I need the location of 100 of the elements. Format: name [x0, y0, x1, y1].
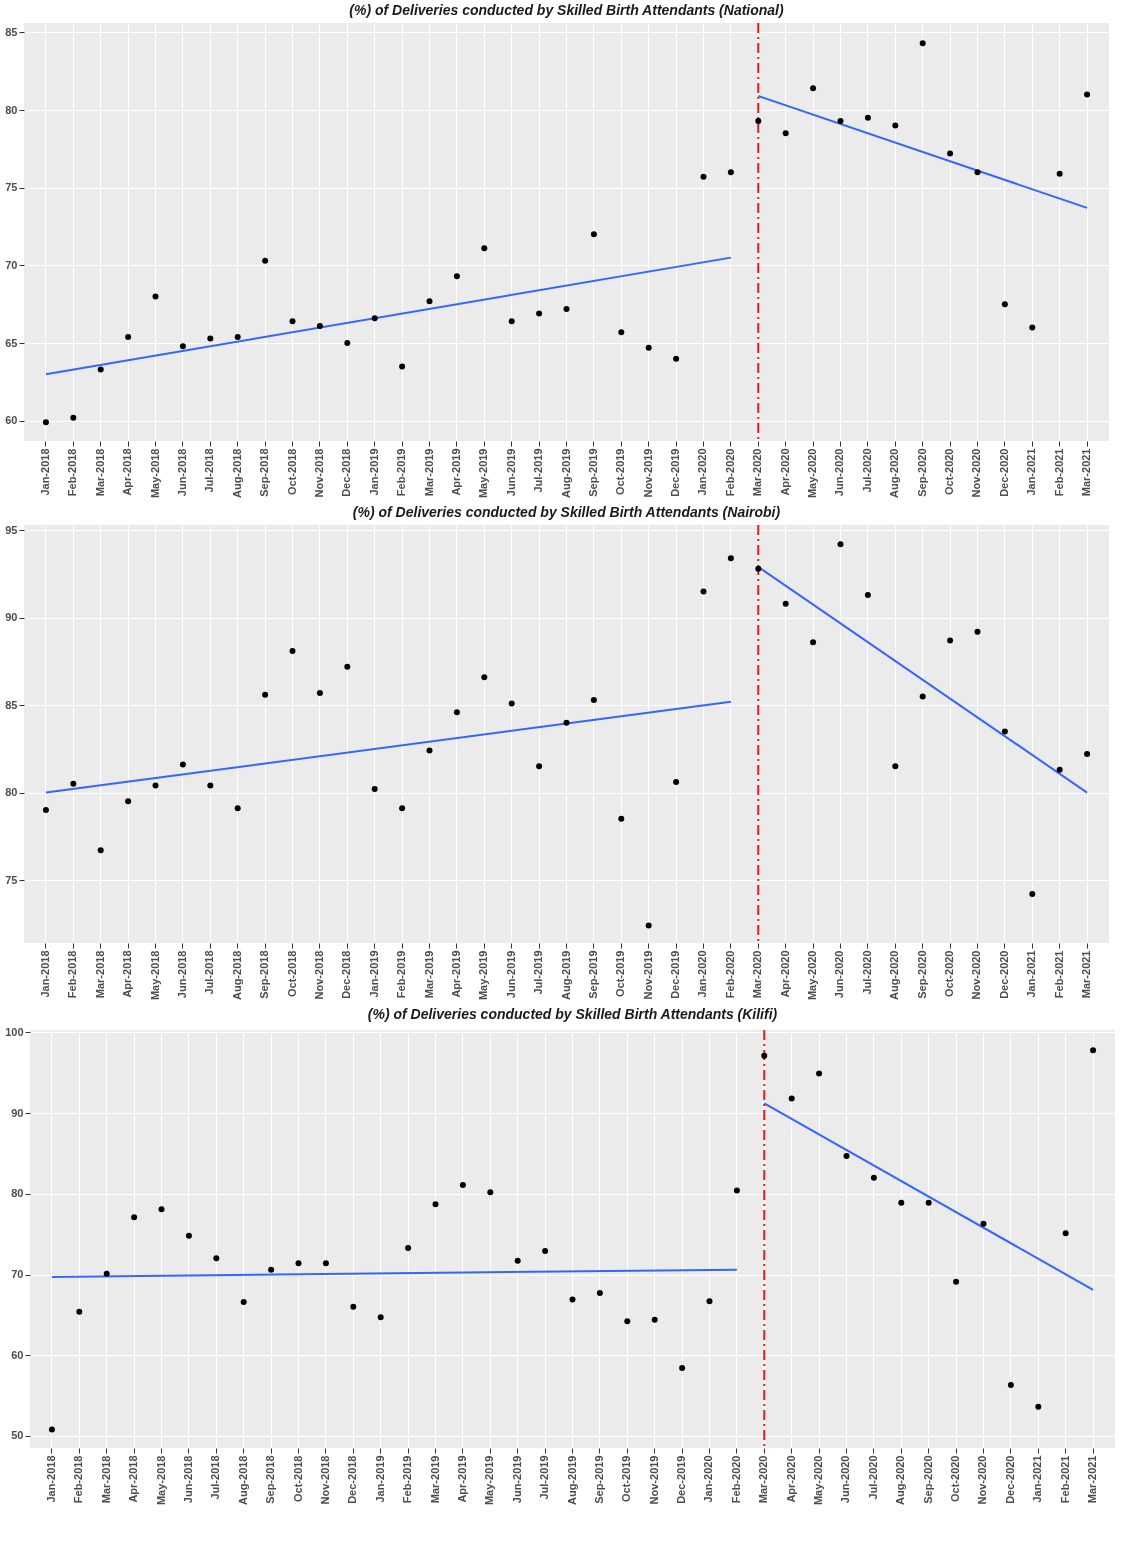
- x-tick-label: Apr-2019: [455, 1455, 468, 1503]
- y-tick-label: 75: [5, 181, 18, 194]
- point: [590, 696, 597, 703]
- x-tick-label: Mar-2019: [422, 950, 435, 999]
- x-tick-label: Apr-2020: [784, 1455, 797, 1503]
- point: [947, 637, 954, 644]
- x-tick-label: Jul-2018: [203, 950, 216, 995]
- point: [42, 419, 49, 426]
- x-tick-label: Sep-2018: [258, 448, 271, 497]
- point: [350, 1303, 357, 1310]
- point: [569, 1296, 576, 1303]
- point: [508, 318, 515, 325]
- point: [131, 1214, 138, 1221]
- point: [453, 273, 460, 280]
- x-tick-label: Feb-2021: [1052, 448, 1065, 497]
- x-tick-label: Jul-2019: [538, 1455, 551, 1500]
- x-tick-label: Jul-2019: [532, 448, 545, 493]
- point: [1035, 1403, 1042, 1410]
- y-tick-label: 95: [5, 523, 18, 536]
- point: [42, 807, 49, 814]
- point: [405, 1244, 412, 1251]
- x-tick-label: Oct-2018: [285, 448, 298, 495]
- x-tick-label: Feb-2018: [66, 950, 79, 999]
- point: [432, 1201, 439, 1208]
- point: [371, 315, 378, 322]
- x-tick-label: Dec-2020: [997, 950, 1010, 999]
- x-tick-label: Apr-2019: [449, 950, 462, 998]
- point: [234, 805, 241, 812]
- y-tick-label: 80: [5, 103, 18, 116]
- x-tick-label: May-2019: [477, 950, 490, 1001]
- x-tick-label: Jan-2019: [373, 1455, 386, 1503]
- x-tick-label: Aug-2020: [888, 448, 901, 499]
- point: [377, 1314, 384, 1321]
- x-tick-label: May-2020: [812, 1455, 825, 1506]
- point: [542, 1248, 549, 1255]
- x-tick-label: Jul-2018: [203, 448, 216, 493]
- point: [103, 1270, 110, 1277]
- point: [980, 1220, 987, 1227]
- x-tick-label: Sep-2020: [915, 448, 928, 497]
- x-tick-label: Sep-2019: [586, 950, 599, 999]
- point: [426, 298, 433, 305]
- x-tick-label: Jun-2019: [504, 950, 517, 999]
- point: [706, 1298, 713, 1305]
- x-tick-label: Aug-2018: [230, 950, 243, 1001]
- x-tick-label: Jan-2018: [38, 448, 51, 496]
- x-tick-label: Sep-2020: [915, 950, 928, 999]
- y-tick-label: 85: [5, 25, 18, 38]
- x-tick-label: Mar-2018: [93, 448, 106, 497]
- x-tick-label: Jun-2020: [833, 950, 846, 999]
- point: [590, 231, 597, 238]
- point: [536, 310, 543, 317]
- point: [563, 719, 570, 726]
- point: [1001, 301, 1008, 308]
- x-tick-label: Nov-2019: [641, 950, 654, 1000]
- y-tick-label: 50: [11, 1429, 24, 1442]
- x-tick-label: Dec-2019: [669, 950, 682, 999]
- point: [673, 355, 680, 362]
- point: [371, 786, 378, 793]
- y-tick-label: 70: [11, 1268, 24, 1281]
- x-tick-label: Oct-2020: [949, 1455, 962, 1502]
- point: [974, 628, 981, 635]
- point: [947, 150, 954, 157]
- point: [316, 323, 323, 330]
- point: [97, 847, 104, 854]
- x-tick-label: May-2020: [806, 448, 819, 499]
- x-tick-label: Jul-2020: [860, 448, 873, 493]
- x-tick-label: May-2019: [477, 448, 490, 499]
- x-tick-label: Feb-2021: [1058, 1455, 1071, 1504]
- point: [761, 1052, 768, 1059]
- y-tick-label: 75: [5, 873, 18, 886]
- point: [1029, 891, 1036, 898]
- x-tick-label: Aug-2018: [230, 448, 243, 499]
- point: [645, 922, 652, 929]
- x-tick-label: Mar-2020: [751, 950, 764, 999]
- x-tick-label: Mar-2021: [1080, 950, 1093, 999]
- x-tick-label: Feb-2019: [395, 950, 408, 999]
- x-tick-label: Jun-2018: [181, 1455, 194, 1504]
- x-tick-label: Apr-2018: [127, 1455, 140, 1503]
- point: [1062, 1230, 1069, 1237]
- point: [782, 130, 789, 137]
- point: [755, 565, 762, 572]
- x-tick-label: Jun-2018: [175, 950, 188, 999]
- x-tick-label: Jan-2021: [1025, 448, 1038, 496]
- point: [179, 343, 186, 350]
- x-tick-label: Aug-2018: [236, 1455, 249, 1506]
- x-tick-label: Oct-2019: [614, 448, 627, 495]
- point: [919, 40, 926, 47]
- point: [864, 114, 871, 121]
- point: [843, 1152, 850, 1159]
- point: [1084, 751, 1091, 758]
- x-tick-label: Apr-2019: [449, 448, 462, 496]
- point: [185, 1232, 192, 1239]
- x-tick-label: Jan-2018: [44, 1455, 57, 1503]
- point: [563, 305, 570, 312]
- x-tick-label: Apr-2018: [121, 950, 134, 998]
- point: [837, 541, 844, 548]
- point: [453, 709, 460, 716]
- x-tick-label: Oct-2018: [285, 950, 298, 997]
- y-tick-label: 60: [11, 1348, 24, 1361]
- point: [810, 85, 817, 92]
